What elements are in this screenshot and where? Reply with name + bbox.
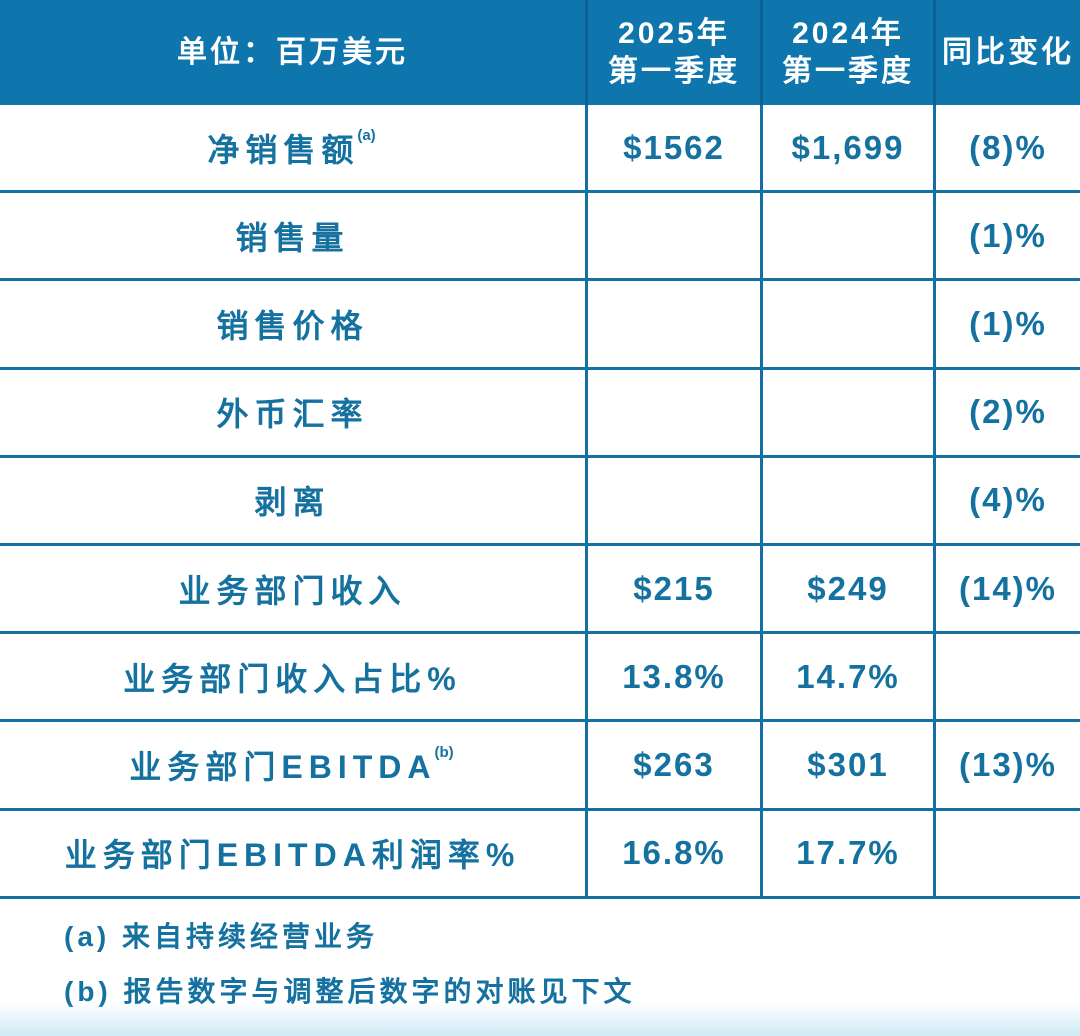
value-2025: $263 — [585, 722, 760, 808]
table-row: 销售价格 (1)% — [0, 281, 1080, 370]
row-label-text: 业务部门EBITDA — [129, 748, 437, 785]
row-label: 剥离 — [254, 484, 331, 521]
table-row: 业务部门收入占比% 13.8% 14.7% — [0, 634, 1080, 723]
footnote-marker-b: (b) — [434, 744, 454, 762]
value-yoy — [933, 634, 1080, 720]
value-yoy: (14)% — [933, 545, 1080, 632]
value-2024: $249 — [760, 545, 933, 632]
row-label: 业务部门EBITDA利润率% — [64, 837, 521, 874]
row-label-text: 净销售额 — [207, 131, 360, 168]
table-row: 剥离 (4)% — [0, 457, 1080, 546]
footnote-marker-a: (a) — [357, 127, 376, 145]
value-2024 — [760, 457, 933, 543]
table-row: 业务部门收入 $215 $249 (14)% — [0, 545, 1080, 635]
row-label: 业务部门收入 — [178, 572, 407, 609]
value-2025: 13.8% — [585, 634, 760, 720]
table-row: 销售量 (1)% — [0, 193, 1080, 282]
table-row: 净销售额 (a) $1562 $1,699 (8)% — [0, 105, 1080, 194]
col-header-2025-q1: 2025年 第一季度 — [585, 0, 760, 105]
value-2024: 17.7% — [760, 810, 933, 896]
value-yoy: (1)% — [933, 281, 1080, 367]
value-2025 — [585, 369, 760, 455]
unit-label: 单位：百万美元 — [177, 35, 408, 69]
footnotes-section: (a) 来自持续经营业务 (b) 报告数字与调整后数字的对账见下文 — [0, 899, 1080, 1006]
value-yoy: (4)% — [933, 457, 1080, 543]
value-yoy — [933, 810, 1080, 896]
table-row: 业务部门EBITDA (b) $263 $301 (13)% — [0, 722, 1080, 811]
row-label: 业务部门EBITDA (b) — [0, 722, 585, 807]
value-2024 — [760, 281, 933, 367]
footnote-a: (a) 来自持续经营业务 — [64, 920, 379, 952]
table-header: 单位：百万美元 2025年 第一季度 2024年 第一季度 同比变化 — [0, 0, 1080, 105]
value-2025 — [585, 281, 760, 367]
col-header-yoy-change: 同比变化 — [933, 0, 1080, 105]
row-label: 销售量 — [235, 219, 350, 256]
value-2025: 16.8% — [585, 810, 760, 896]
value-yoy: (13)% — [933, 722, 1080, 808]
value-2024: $301 — [760, 722, 933, 808]
value-2025: $1562 — [585, 105, 760, 191]
row-label: 业务部门收入占比% — [123, 660, 462, 697]
value-2025 — [585, 457, 760, 543]
financial-table: 单位：百万美元 2025年 第一季度 2024年 第一季度 同比变化 净销售额(… — [0, 0, 1080, 899]
value-2024 — [760, 369, 933, 455]
value-yoy: (1)% — [933, 193, 1080, 279]
value-2025: $215 — [585, 545, 760, 632]
value-yoy: (2)% — [933, 369, 1080, 455]
value-2024: $1,699 — [760, 105, 933, 191]
row-label: 外币汇率 — [216, 396, 369, 433]
value-2024: 14.7% — [760, 634, 933, 720]
row-label: 销售价格 — [216, 307, 369, 344]
value-2024 — [760, 193, 933, 279]
table-row: 外币汇率 (2)% — [0, 369, 1080, 458]
col-header-2024-q1: 2024年 第一季度 — [760, 0, 933, 105]
value-2025 — [585, 193, 760, 279]
value-yoy: (8)% — [933, 105, 1080, 191]
table-row: 业务部门EBITDA利润率% 16.8% 17.7% — [0, 810, 1080, 899]
footnote-b: (b) 报告数字与调整后数字的对账见下文 — [64, 975, 636, 1007]
row-label: 净销售额 (a) — [0, 105, 585, 190]
